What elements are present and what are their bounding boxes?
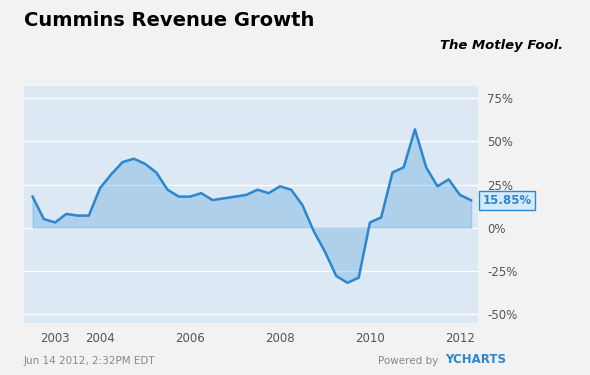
Text: Cummins Revenue Growth: Cummins Revenue Growth xyxy=(24,11,314,30)
Text: The Motley Fool.: The Motley Fool. xyxy=(440,39,563,53)
Text: YCHARTS: YCHARTS xyxy=(445,352,506,366)
Text: Jun 14 2012, 2:32PM EDT: Jun 14 2012, 2:32PM EDT xyxy=(24,356,155,366)
Text: Powered by: Powered by xyxy=(378,356,441,366)
Text: 15.85%: 15.85% xyxy=(483,194,532,207)
